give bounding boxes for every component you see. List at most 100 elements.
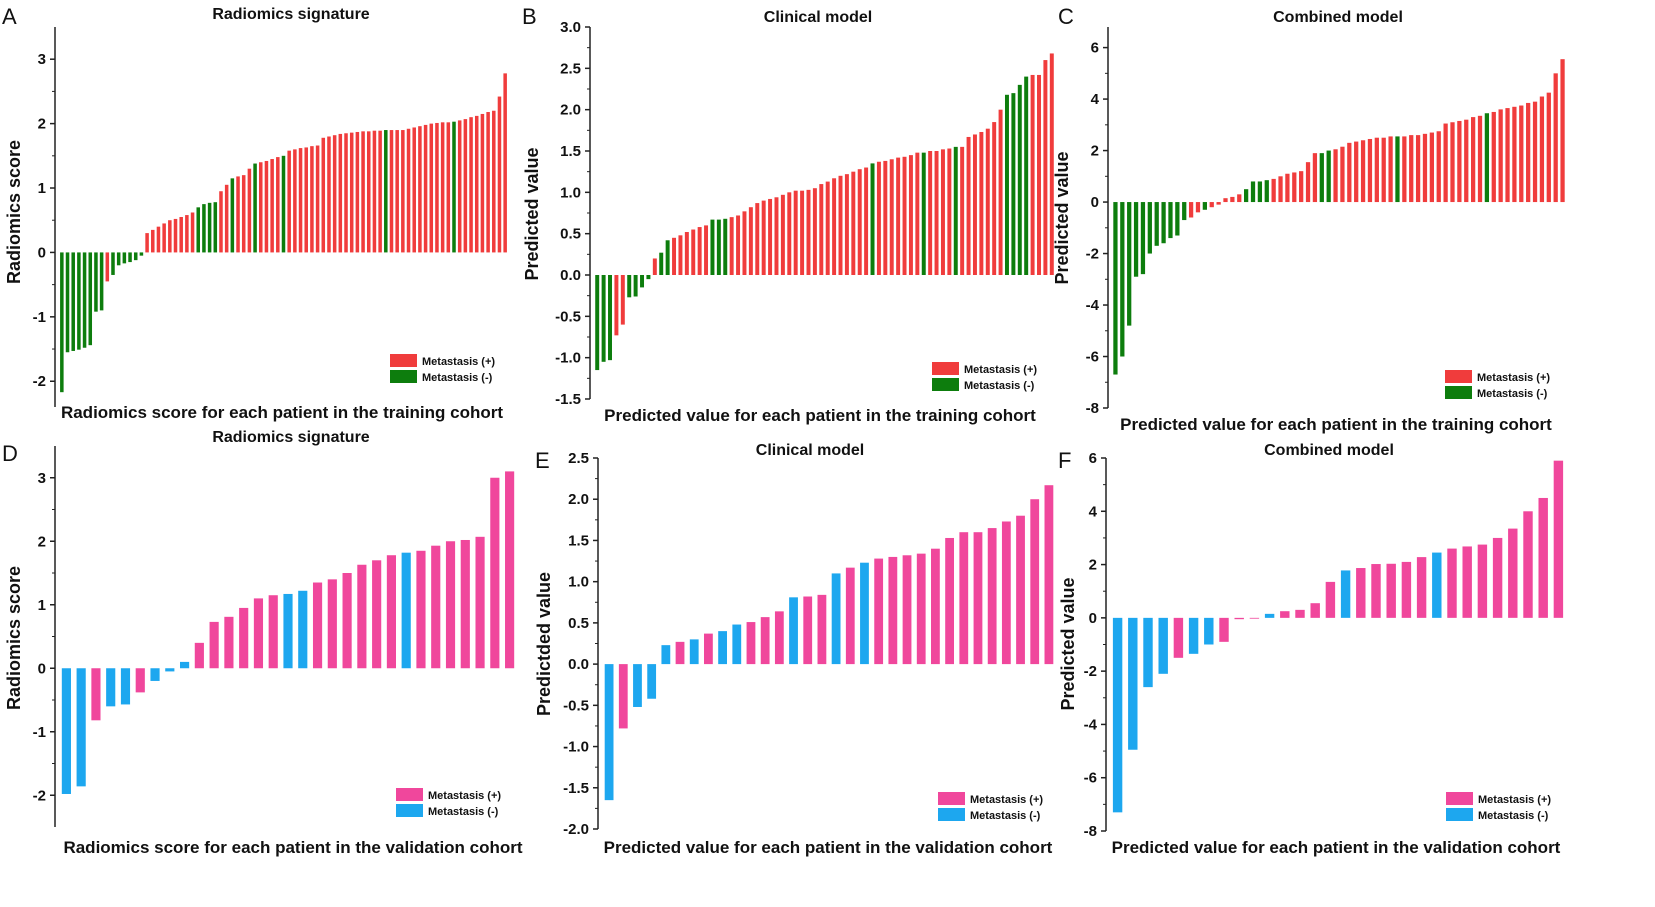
bar-metastasis-positive: [748, 207, 753, 275]
bar-metastasis-positive: [832, 178, 837, 275]
bar-metastasis-positive: [1415, 135, 1421, 203]
panel-letter: D: [2, 441, 18, 466]
bar-metastasis-positive: [162, 223, 166, 253]
bar-metastasis-negative: [196, 207, 200, 253]
bar-metastasis-positive: [1546, 92, 1551, 203]
bar-metastasis-positive: [1360, 140, 1366, 203]
bar-metastasis-positive: [1043, 60, 1048, 275]
bar-metastasis-positive: [268, 595, 278, 669]
bar-metastasis-positive: [1523, 511, 1533, 618]
bar-metastasis-positive: [992, 122, 997, 275]
bar-metastasis-positive: [742, 211, 747, 275]
bar-metastasis-positive: [1310, 603, 1320, 618]
bar-metastasis-positive: [908, 155, 913, 275]
bar-metastasis-negative: [230, 178, 235, 253]
bar-metastasis-positive: [1492, 537, 1503, 618]
bar-metastasis-negative: [1113, 202, 1118, 375]
bar-metastasis-negative: [1257, 181, 1263, 203]
legend: Metastasis (+) Metastasis (-): [390, 354, 495, 384]
legend: Metastasis (+) Metastasis (-): [396, 788, 501, 818]
bar-metastasis-negative: [1127, 202, 1132, 326]
chart-title: Radiomics signature: [212, 6, 369, 23]
legend-swatch-negative: [938, 808, 965, 821]
bar-metastasis-positive: [876, 161, 881, 275]
y-tick-label: 3.0: [560, 19, 581, 36]
bar-metastasis-positive: [985, 128, 990, 275]
bar-metastasis-positive: [145, 233, 149, 253]
legend-label: Metastasis (+): [1478, 794, 1551, 806]
bar-metastasis-negative: [116, 252, 121, 266]
bar-metastasis-positive: [774, 197, 779, 275]
bar-metastasis-positive: [1401, 561, 1412, 618]
y-tick-label: -0.5: [555, 308, 581, 325]
bar-metastasis-negative: [953, 146, 958, 275]
panel-letter: F: [1058, 448, 1071, 473]
bar-metastasis-negative: [661, 645, 671, 665]
bar-metastasis-negative: [384, 130, 388, 253]
bar-metastasis-negative: [1264, 180, 1269, 203]
bar-metastasis-positive: [156, 226, 161, 253]
bar-metastasis-negative: [120, 668, 131, 705]
bar-metastasis-negative: [1143, 617, 1153, 688]
bar-metastasis-positive: [378, 130, 382, 253]
x-axis-label: Radiomics score for each patient in the …: [63, 838, 522, 857]
bar-metastasis-positive: [475, 536, 485, 669]
bar-metastasis-negative: [870, 163, 875, 275]
legend: Metastasis (+) Metastasis (-): [1446, 792, 1551, 822]
bar-metastasis-positive: [357, 564, 367, 669]
bar-metastasis-positive: [1436, 131, 1441, 203]
bar-metastasis-positive: [446, 122, 451, 253]
bar-metastasis-negative: [1017, 84, 1022, 276]
bar-metastasis-positive: [1312, 153, 1318, 203]
bar-metastasis-positive: [780, 194, 785, 275]
y-tick-label: -1: [33, 724, 46, 741]
y-tick-label: -2.0: [563, 821, 589, 838]
legend: Metastasis (+) Metastasis (-): [932, 362, 1037, 392]
bar-metastasis-positive: [1462, 546, 1472, 618]
bar-metastasis-positive: [1505, 108, 1510, 203]
bar-metastasis-positive: [675, 641, 685, 665]
bar-metastasis-positive: [793, 190, 798, 275]
bar-metastasis-positive: [845, 567, 855, 665]
legend-label: Metastasis (+): [970, 794, 1043, 806]
bar-metastasis-positive: [1305, 162, 1311, 203]
bar-metastasis-negative: [601, 275, 606, 362]
bar-metastasis-positive: [1216, 202, 1221, 205]
bar-metastasis-positive: [1553, 73, 1558, 203]
bar-metastasis-positive: [1049, 53, 1054, 276]
y-tick-label: -4: [1084, 716, 1098, 733]
bar-metastasis-positive: [1333, 149, 1338, 203]
bar-metastasis-positive: [755, 203, 760, 275]
x-axis-label: Predicted value for each patient in the …: [604, 838, 1053, 857]
bar-metastasis-positive: [1037, 74, 1041, 275]
bar-metastasis-negative: [1204, 617, 1214, 645]
bar-metastasis-positive: [327, 136, 331, 253]
bar-metastasis-positive: [1292, 172, 1297, 203]
bar-metastasis-positive: [1512, 106, 1517, 203]
bar-metastasis-positive: [298, 148, 303, 253]
bar-metastasis-positive: [151, 229, 155, 253]
bar-metastasis-positive: [940, 149, 945, 275]
bar-metastasis-positive: [1464, 119, 1469, 203]
y-tick-label: -2: [33, 787, 46, 804]
bar-metastasis-negative: [65, 252, 70, 353]
bar-metastasis-positive: [190, 212, 195, 253]
bar-metastasis-positive: [1299, 171, 1304, 203]
bar-metastasis-positive: [896, 157, 901, 275]
bar-metastasis-positive: [312, 582, 323, 669]
bar-metastasis-positive: [916, 553, 926, 665]
bar-metastasis-positive: [293, 149, 297, 253]
bar-metastasis-positive: [672, 237, 677, 275]
bar-metastasis-positive: [372, 560, 382, 669]
bar-metastasis-positive: [173, 218, 178, 253]
bar-metastasis-positive: [185, 215, 189, 253]
bar-metastasis-negative: [1024, 76, 1029, 275]
y-tick-label: 1.0: [568, 574, 589, 591]
bar-metastasis-positive: [401, 130, 405, 253]
bar-metastasis-positive: [812, 188, 817, 275]
bar-metastasis-positive: [1195, 202, 1201, 213]
x-axis-label: Predicted value for each patient in the …: [1112, 838, 1561, 857]
bar-metastasis-positive: [91, 668, 101, 721]
bar-metastasis-positive: [497, 96, 502, 253]
